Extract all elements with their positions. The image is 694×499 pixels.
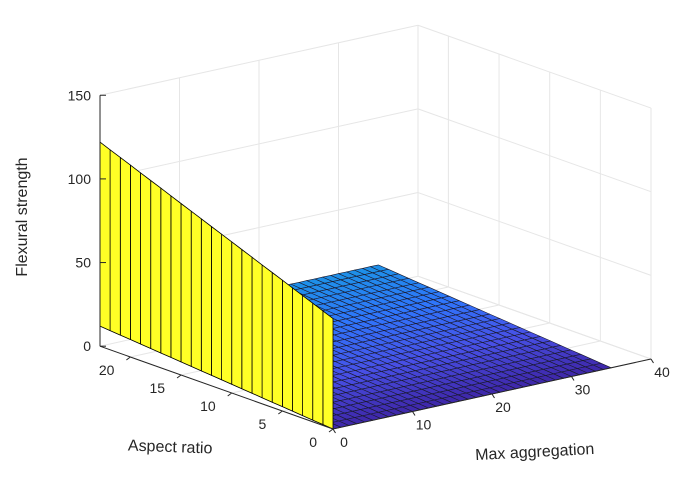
wall-strip bbox=[271, 272, 283, 408]
y-tick-mark bbox=[328, 428, 334, 433]
wall-strip bbox=[281, 279, 293, 412]
z-axis-title: Flexural strength bbox=[14, 157, 31, 276]
wall-strip bbox=[231, 241, 243, 390]
wall-strip bbox=[292, 287, 304, 417]
y-tick-label: 15 bbox=[149, 380, 165, 396]
grid-line-horiz-right bbox=[417, 192, 652, 276]
x-tick-label: 10 bbox=[416, 417, 432, 433]
y-axis-line bbox=[99, 345, 334, 430]
x-axis-title: Max aggregation bbox=[475, 441, 595, 464]
grid-line-horiz-back bbox=[99, 24, 419, 96]
y-tick-mark bbox=[126, 356, 131, 361]
y-tick-label: 5 bbox=[259, 416, 267, 432]
wall-strip bbox=[140, 172, 152, 349]
y-tick-label: 0 bbox=[309, 434, 317, 450]
x-tick-mark bbox=[571, 376, 575, 381]
wall-strip bbox=[322, 310, 334, 430]
y-tick-mark bbox=[176, 374, 182, 379]
x-tick-label: 30 bbox=[575, 382, 591, 398]
grid-line-horiz-right bbox=[417, 24, 652, 109]
wall-strip bbox=[312, 302, 324, 425]
wall-strip bbox=[160, 187, 172, 358]
x-tick-label: 0 bbox=[340, 434, 348, 450]
x-tick-mark bbox=[650, 358, 654, 364]
x-tick-label: 20 bbox=[495, 399, 511, 415]
z-tick-label: 100 bbox=[68, 171, 92, 187]
y-tick-label: 20 bbox=[99, 362, 115, 378]
z-tick-label: 0 bbox=[83, 338, 91, 354]
y-tick-mark bbox=[278, 410, 283, 415]
wall-strip bbox=[251, 256, 263, 399]
wall-strip bbox=[210, 226, 223, 381]
x-tick-mark bbox=[491, 393, 495, 399]
x-tick-mark bbox=[332, 428, 336, 434]
grid-line-floor-x bbox=[417, 275, 652, 360]
wall-strip bbox=[302, 295, 314, 421]
wall-strip bbox=[150, 180, 162, 354]
y-tick-label: 10 bbox=[200, 398, 216, 414]
z-tick-label: 150 bbox=[68, 87, 92, 103]
wall-strip bbox=[200, 218, 212, 376]
wall-strip bbox=[170, 195, 182, 363]
z-tick-label: 50 bbox=[75, 255, 91, 271]
yellow-wall bbox=[99, 141, 334, 430]
wall-strip bbox=[180, 203, 192, 367]
x-tick-mark bbox=[412, 411, 416, 416]
wall-strip bbox=[261, 264, 273, 403]
wall-strip bbox=[190, 210, 202, 372]
wall-strip bbox=[109, 149, 121, 336]
tick-labels: 0 10 20 30 40 0 5 10 15 20 0 50 100 150 bbox=[68, 87, 670, 450]
wall-strip bbox=[221, 233, 233, 385]
wall-strip bbox=[241, 249, 253, 394]
wall-strip bbox=[129, 164, 141, 345]
y-tick-mark bbox=[227, 392, 232, 397]
grid-line-horiz-right bbox=[417, 108, 652, 193]
grid-line-horiz-back bbox=[99, 108, 419, 180]
y-axis-title: Aspect ratio bbox=[128, 438, 213, 458]
wall-strip bbox=[119, 156, 131, 340]
wall-strip bbox=[99, 141, 111, 332]
x-tick-label: 40 bbox=[654, 364, 670, 380]
